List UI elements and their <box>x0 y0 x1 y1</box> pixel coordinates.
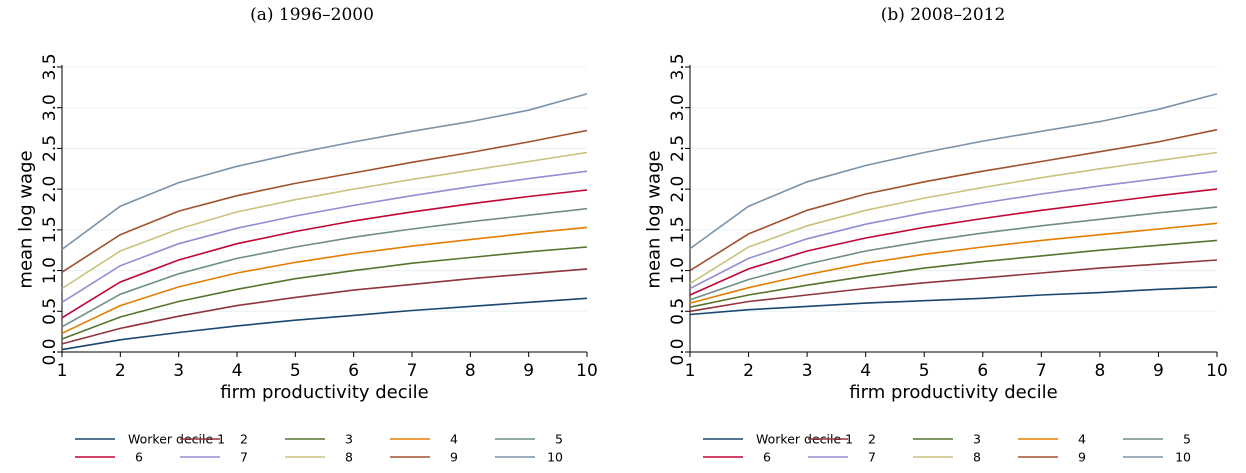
y-tick-label: 0.0 <box>40 338 60 365</box>
series-line-5 <box>61 207 588 328</box>
legend-label: 5 <box>555 432 563 447</box>
y-axis-title: mean log wage <box>644 150 665 288</box>
series-line-9 <box>61 129 588 273</box>
x-tick-label: 3 <box>173 361 184 381</box>
x-tick-label: 10 <box>1206 361 1228 381</box>
x-tick-label: 3 <box>802 361 813 381</box>
y-tick-label: 3.0 <box>40 94 60 121</box>
x-tick-label: 8 <box>465 361 476 381</box>
y-tick-label: 2.0 <box>40 176 60 203</box>
y-axis-title: mean log wage <box>16 150 37 288</box>
x-tick-label: 7 <box>407 361 418 381</box>
y-tick-label: 0.5 <box>40 298 60 325</box>
series-line-5 <box>689 206 1218 301</box>
x-tick-label: 7 <box>1036 361 1047 381</box>
series-line-6 <box>61 189 588 319</box>
legend-label: 6 <box>135 450 143 465</box>
chart-title: (b) 2008–2012 <box>881 5 1006 25</box>
y-tick-label: 0.5 <box>668 298 688 325</box>
chart-title: (a) 1996–2000 <box>250 5 374 25</box>
legend-label: 9 <box>450 450 458 465</box>
y-tick-label: 2.5 <box>668 135 688 162</box>
series-line-4 <box>689 222 1218 304</box>
x-tick-label: 10 <box>576 361 598 381</box>
y-tick-label: 1.0 <box>40 257 60 284</box>
x-tick-label: 2 <box>115 361 126 381</box>
legend-label: 3 <box>973 432 981 447</box>
legend-label: 10 <box>1175 450 1191 465</box>
series-line-3 <box>61 246 588 340</box>
series-line-8 <box>61 151 588 290</box>
legend-label: 4 <box>1078 432 1086 447</box>
series-line-6 <box>689 188 1218 296</box>
legend-label: 7 <box>240 450 248 465</box>
legend-label: 2 <box>868 432 876 447</box>
legend-label: 8 <box>973 450 981 465</box>
legend-label: 2 <box>240 432 248 447</box>
legend-label: 4 <box>450 432 458 447</box>
y-tick-label: 3.5 <box>668 53 688 80</box>
series-line-1 <box>689 286 1218 316</box>
x-tick-label: 8 <box>1094 361 1105 381</box>
series-line-4 <box>61 226 588 335</box>
series-line-2 <box>689 259 1218 313</box>
y-tick-label: 1.5 <box>668 216 688 243</box>
x-tick-label: 6 <box>977 361 988 381</box>
y-tick-label: 2.0 <box>668 176 688 203</box>
x-tick-label: 5 <box>290 361 301 381</box>
x-axis-title: firm productivity decile <box>220 382 428 403</box>
series-line-9 <box>689 128 1218 272</box>
series-line-1 <box>61 297 588 351</box>
y-tick-label: 3.0 <box>668 94 688 121</box>
x-tick-label: 9 <box>523 361 534 381</box>
x-tick-label: 9 <box>1153 361 1164 381</box>
x-tick-label: 4 <box>860 361 871 381</box>
legend-label: 7 <box>868 450 876 465</box>
series-line-7 <box>689 170 1218 290</box>
x-axis-title: firm productivity decile <box>849 382 1057 403</box>
chart-panel-b: (b) 2008–2012 0.0 0.5 1.0 1.5 2.0 2.5 3.0 3.5 1 2 3… <box>644 5 1228 465</box>
series-line-10 <box>689 93 1218 250</box>
x-tick-label: 6 <box>348 361 359 381</box>
series-line-2 <box>61 268 588 345</box>
x-tick-label: 1 <box>685 361 696 381</box>
x-tick-label: 1 <box>57 361 68 381</box>
legend-label: 3 <box>345 432 353 447</box>
y-tick-label: 0.0 <box>668 338 688 365</box>
x-tick-label: 5 <box>919 361 930 381</box>
y-tick-label: 2.5 <box>40 135 60 162</box>
y-tick-label: 3.5 <box>40 53 60 80</box>
series-line-8 <box>689 151 1218 285</box>
legend-label: 6 <box>763 450 771 465</box>
legend-label: 5 <box>1183 432 1191 447</box>
x-tick-label: 2 <box>743 361 754 381</box>
y-tick-label: 1.5 <box>40 216 60 243</box>
series-line-10 <box>61 93 588 251</box>
legend-label: 9 <box>1078 450 1086 465</box>
legend-label: Worker decile 1 <box>756 432 853 447</box>
legend-label: 8 <box>345 450 353 465</box>
legend-label: Worker decile 1 <box>128 432 225 447</box>
legend-label: 10 <box>547 450 563 465</box>
y-tick-label: 1.0 <box>668 257 688 284</box>
series-line-3 <box>689 239 1218 308</box>
chart-panel-a: (a) 1996–2000 0.0 0.5 1.0 1.5 2.0 2.5 3.0 3.5 1 2 3… <box>16 5 598 465</box>
x-tick-label: 4 <box>232 361 243 381</box>
series-line-7 <box>61 170 588 303</box>
